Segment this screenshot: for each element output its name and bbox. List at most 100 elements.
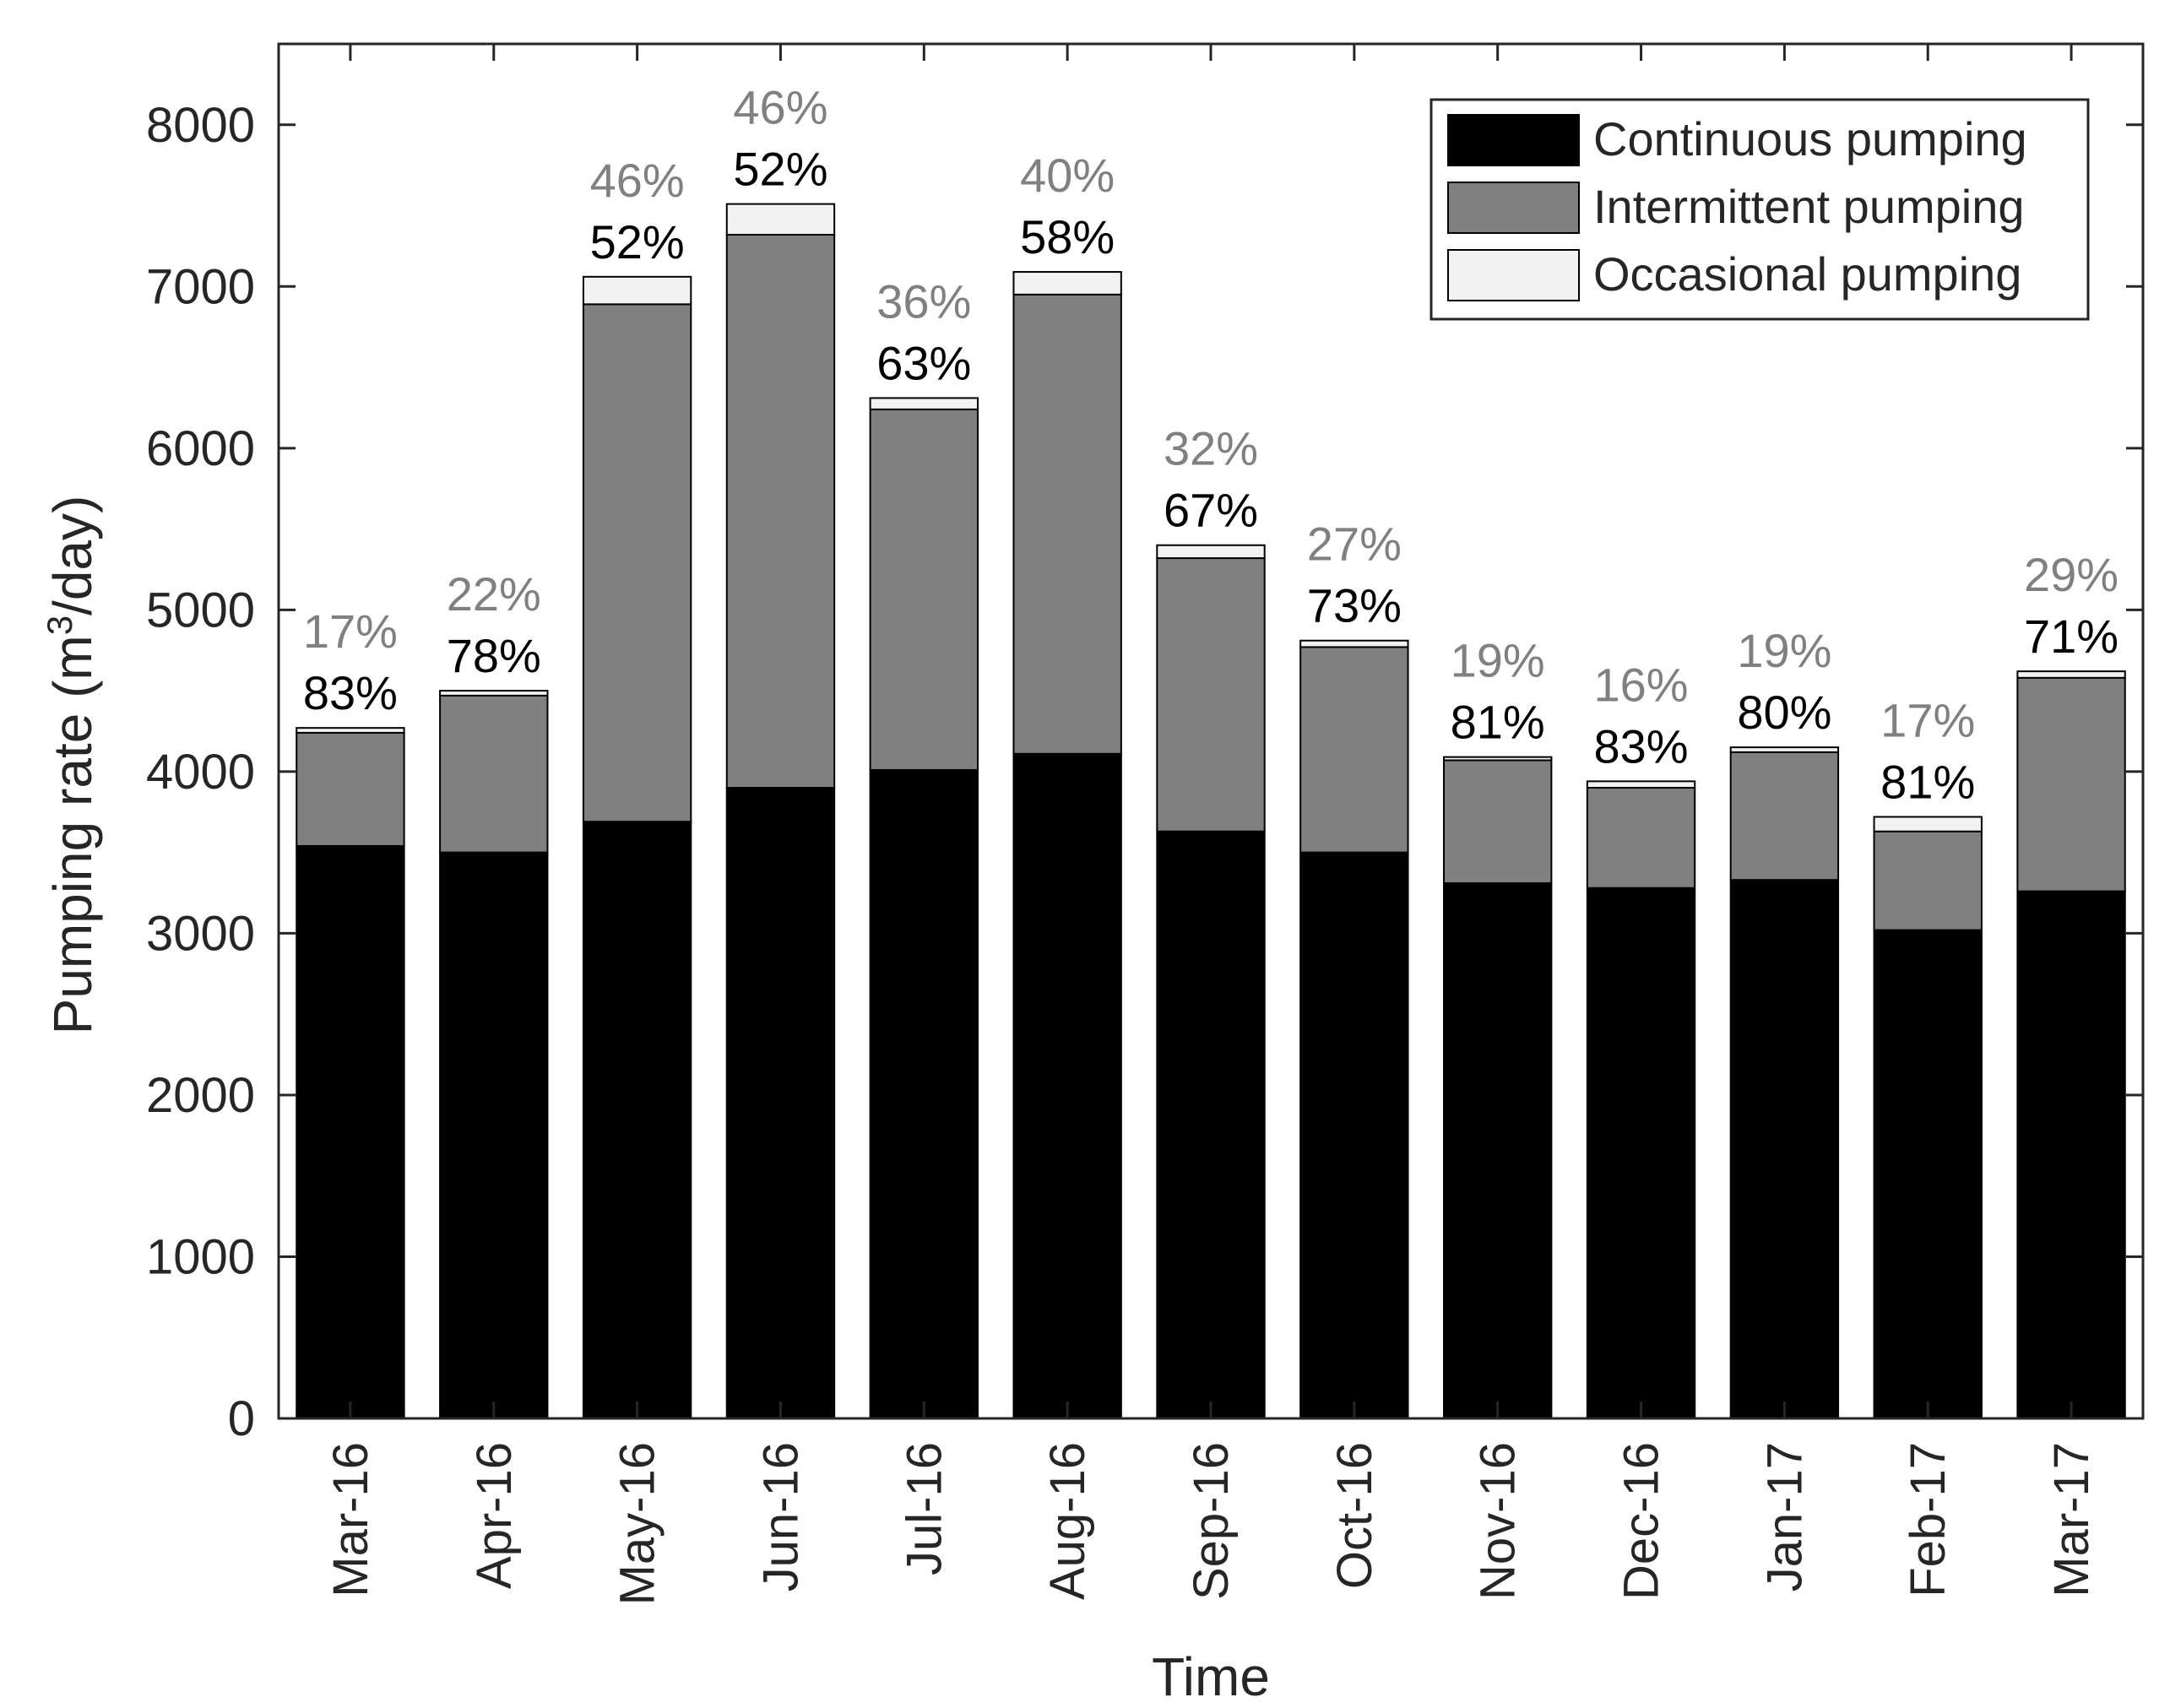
- bar-mar-17-series-3: [2016, 670, 2126, 679]
- x-tick-label: Feb-17: [1901, 1442, 1956, 1597]
- continuous-share-label: 80%: [1737, 686, 1831, 739]
- continuous-share-label: 81%: [1451, 696, 1545, 749]
- bar-aug-16-series-3: [1012, 271, 1122, 296]
- legend-swatch-1: [1447, 114, 1580, 166]
- x-tick-label: Oct-16: [1327, 1442, 1382, 1589]
- y-tick-label: 1000: [146, 1229, 255, 1284]
- x-tick-label: Mar-17: [2044, 1442, 2099, 1597]
- value-labels-group: 83% 17% 78% 22% 52% 46% 52% 46% 63% 36% 58% 40% 67% 3…: [303, 81, 2118, 809]
- legend-label-2: Intermittent pumping: [1593, 180, 2024, 233]
- bar-may-16-series-2: [582, 303, 692, 823]
- bar-dec-16-series-3: [1586, 780, 1696, 789]
- continuous-share-label: 83%: [1593, 719, 1688, 773]
- y-tick-label: 3000: [146, 906, 255, 961]
- intermittent-share-label: 16%: [1593, 658, 1688, 711]
- bar-jun-16-series-3: [725, 203, 836, 236]
- bar-mar-16-series-2: [296, 731, 405, 847]
- bar-nov-16-series-1: [1443, 882, 1553, 1419]
- y-tick-label: 4000: [146, 745, 255, 800]
- y-tick-label: 7000: [146, 259, 255, 314]
- bar-jul-16-series-2: [869, 408, 979, 771]
- bar-oct-16-series-3: [1299, 639, 1409, 648]
- x-tick-label: Jul-16: [897, 1442, 952, 1575]
- bar-aug-16-series-1: [1012, 752, 1122, 1419]
- continuous-share-label: 67%: [1164, 484, 1258, 537]
- legend-swatch-2: [1447, 182, 1580, 234]
- intermittent-share-label: 40%: [1020, 149, 1115, 202]
- y-axis-label: Pumping rate (m3/day): [40, 496, 104, 1035]
- bar-mar-16-series-1: [296, 844, 405, 1419]
- legend-swatch-3: [1447, 249, 1580, 301]
- continuous-share-label: 73%: [1307, 579, 1402, 632]
- x-axis-label: Time: [1152, 1646, 1270, 1707]
- x-tick-label: Aug-16: [1040, 1442, 1095, 1600]
- legend-label-1: Continuous pumping: [1593, 112, 2027, 165]
- intermittent-share-label: 36%: [876, 274, 971, 328]
- bar-feb-17-series-3: [1873, 816, 1983, 832]
- y-tick-label: 6000: [146, 421, 255, 476]
- bar-jul-16-series-1: [869, 768, 979, 1419]
- bar-nov-16-series-3: [1443, 756, 1553, 762]
- bar-mar-17-series-1: [2016, 890, 2126, 1419]
- continuous-share-label: 71%: [2024, 610, 2118, 663]
- ticks-group: Mar-16 Apr-16 May-16 Jun-16 Jul-16 Aug-16 Sep-…: [146, 44, 2143, 1605]
- bar-dec-16-series-2: [1586, 787, 1696, 889]
- bar-sep-16-series-3: [1156, 544, 1266, 560]
- bar-jan-17-series-3: [1729, 746, 1840, 753]
- continuous-share-label: 78%: [447, 629, 541, 682]
- bar-mar-16-series-3: [296, 727, 405, 734]
- legend-label-3: Occasional pumping: [1593, 247, 2021, 301]
- intermittent-share-label: 27%: [1307, 518, 1402, 571]
- intermittent-share-label: 32%: [1164, 422, 1258, 475]
- intermittent-share-label: 46%: [590, 154, 685, 207]
- bar-jun-16-series-1: [725, 787, 836, 1419]
- bar-oct-16-series-2: [1299, 646, 1409, 854]
- x-tick-label: May-16: [610, 1442, 665, 1605]
- y-tick-label: 2000: [146, 1068, 255, 1123]
- y-tick-label: 0: [228, 1391, 255, 1446]
- bar-apr-16-series-1: [439, 851, 549, 1419]
- x-tick-label: Nov-16: [1471, 1442, 1526, 1600]
- intermittent-share-label: 19%: [1451, 634, 1545, 687]
- bar-may-16-series-1: [582, 821, 692, 1419]
- bar-jan-17-series-1: [1729, 879, 1840, 1419]
- bar-apr-16-series-3: [439, 690, 549, 697]
- bar-feb-17-series-2: [1873, 830, 1983, 931]
- continuous-share-label: 63%: [876, 336, 971, 389]
- bar-sep-16-series-2: [1156, 557, 1266, 832]
- continuous-share-label: 52%: [590, 215, 685, 268]
- bar-oct-16-series-1: [1299, 851, 1409, 1419]
- legend: Continuous pumping Intermittent pumping Oc…: [1429, 98, 2090, 321]
- intermittent-share-label: 46%: [733, 81, 827, 134]
- intermittent-share-label: 17%: [1880, 694, 1975, 747]
- bar-sep-16-series-1: [1156, 830, 1266, 1419]
- x-tick-label: Jun-16: [753, 1442, 808, 1591]
- bars-group: [296, 203, 2126, 1420]
- y-axis-label-main: Pumping rate (m: [42, 635, 103, 1034]
- bar-aug-16-series-2: [1012, 293, 1122, 755]
- bar-may-16-series-3: [582, 275, 692, 306]
- y-axis-label-tail: /day): [42, 496, 103, 615]
- bar-jun-16-series-2: [725, 234, 836, 789]
- bar-mar-17-series-2: [2016, 676, 2126, 892]
- continuous-share-label: 58%: [1020, 210, 1115, 263]
- bar-nov-16-series-2: [1443, 759, 1553, 885]
- x-tick-label: Mar-16: [323, 1442, 378, 1597]
- continuous-share-label: 83%: [303, 666, 398, 719]
- continuous-share-label: 81%: [1880, 756, 1975, 809]
- bar-feb-17-series-1: [1873, 929, 1983, 1419]
- x-tick-label: Apr-16: [467, 1442, 522, 1589]
- x-tick-label: Dec-16: [1614, 1442, 1669, 1600]
- bar-dec-16-series-1: [1586, 887, 1696, 1420]
- intermittent-share-label: 17%: [303, 605, 398, 658]
- intermittent-share-label: 22%: [447, 567, 541, 621]
- x-tick-label: Jan-17: [1757, 1442, 1812, 1591]
- continuous-share-label: 52%: [733, 143, 827, 196]
- bar-jul-16-series-3: [869, 397, 979, 410]
- bar-apr-16-series-2: [439, 694, 549, 854]
- intermittent-share-label: 29%: [2024, 548, 2118, 601]
- bar-jan-17-series-2: [1729, 751, 1840, 881]
- x-tick-label: Sep-16: [1184, 1442, 1239, 1600]
- y-tick-label: 8000: [146, 98, 255, 153]
